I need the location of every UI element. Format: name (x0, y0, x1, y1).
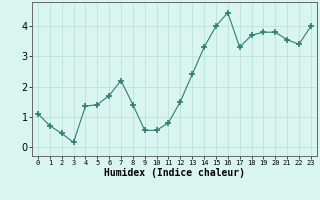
X-axis label: Humidex (Indice chaleur): Humidex (Indice chaleur) (104, 168, 245, 178)
